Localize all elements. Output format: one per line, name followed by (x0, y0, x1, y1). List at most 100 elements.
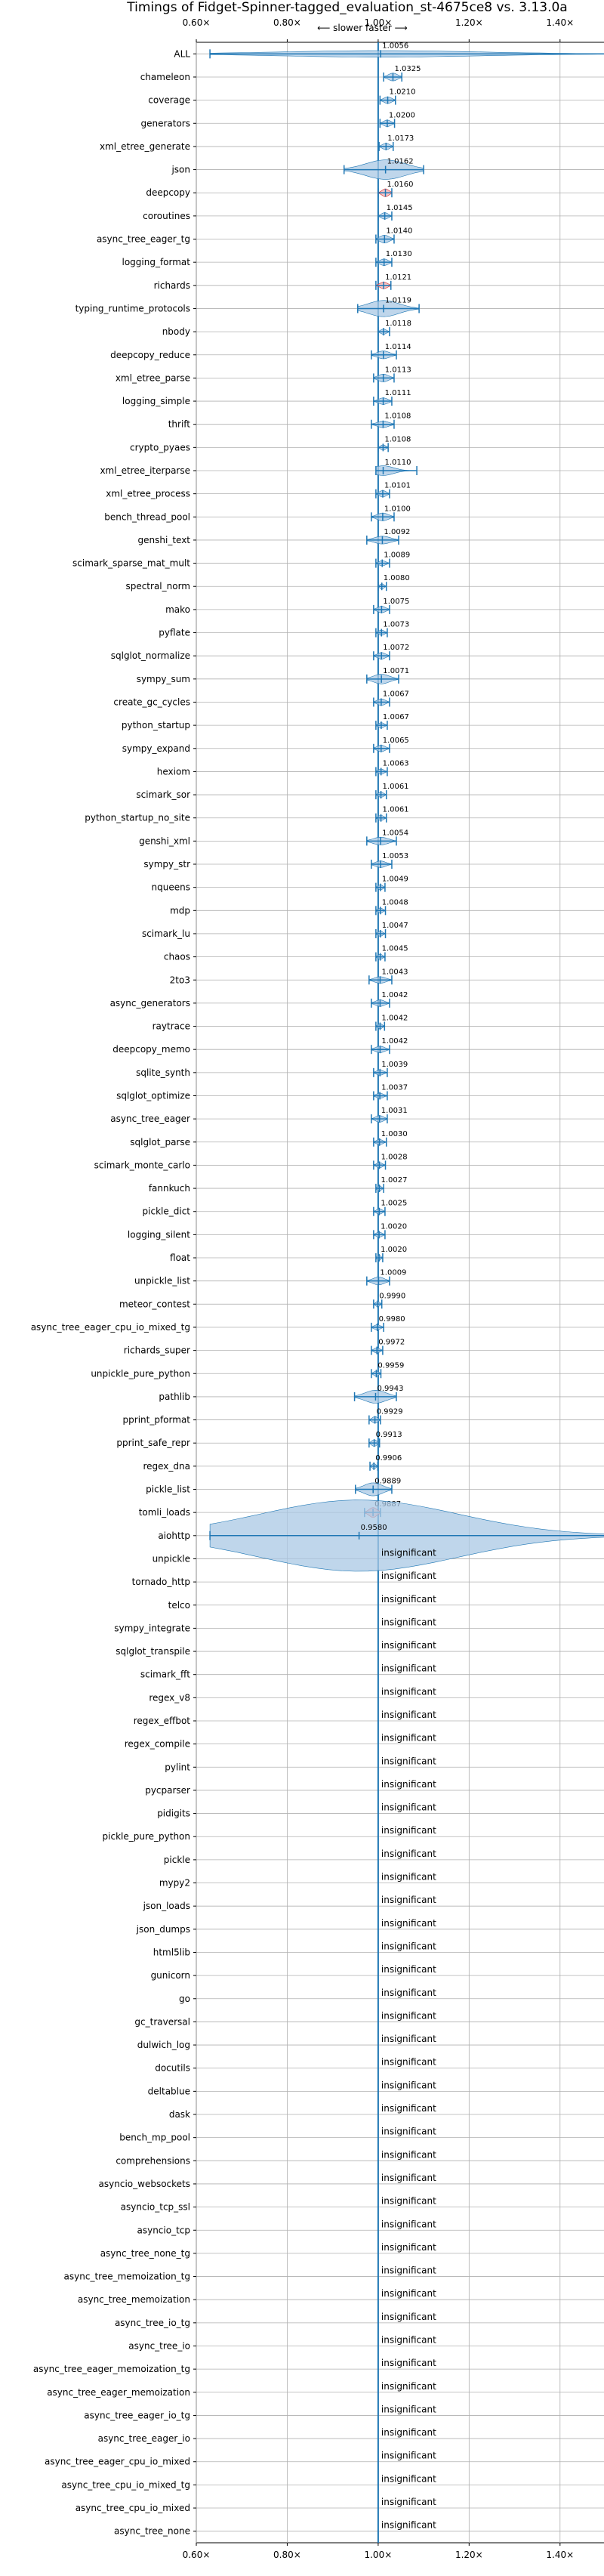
y-tick-label-async_tree_io_tg: async_tree_io_tg (115, 2318, 190, 2328)
y-tick-label-pickle_pure_python: pickle_pure_python (103, 1831, 190, 1842)
y-tick-label-pprint_safe_repr: pprint_safe_repr (116, 1438, 190, 1448)
value-label-aiohttp: 0.9580 (361, 1524, 387, 1532)
y-tick-label-html5lib: html5lib (153, 1947, 190, 1957)
value-label-xml_etree_parse: 1.0113 (385, 366, 411, 374)
insignificant-label-bench_mp_pool: insignificant (381, 2127, 436, 2137)
y-tick-label-logging_simple: logging_simple (122, 396, 190, 406)
y-tick-label-logging_silent: logging_silent (128, 1229, 190, 1240)
value-label-sqlite_synth: 1.0039 (381, 1061, 408, 1069)
y-tick-label-genshi_xml: genshi_xml (139, 836, 190, 846)
y-tick-label-asyncio_websockets: asyncio_websockets (99, 2179, 190, 2189)
y-tick-label-async_tree_eager_memoization: async_tree_eager_memoization (47, 2387, 190, 2398)
insignificant-label-async_tree_memoization_tg: insignificant (381, 2266, 436, 2276)
value-label-sqlglot_normalize: 1.0072 (383, 644, 409, 652)
insignificant-label-async_tree_eager_io: insignificant (381, 2427, 436, 2438)
x-tick-label-bottom: 1.20× (455, 2550, 483, 2560)
value-label-pyflate: 1.0073 (383, 621, 409, 629)
y-tick-label-unpickle: unpickle (153, 1553, 190, 1564)
insignificant-label-gc_traversal: insignificant (381, 2010, 436, 2021)
value-label-typing_runtime_protocols: 1.0119 (385, 296, 411, 304)
y-tick-label-docutils: docutils (155, 2063, 190, 2074)
y-tick-label-bench_thread_pool: bench_thread_pool (104, 511, 190, 522)
insignificant-label-telco: insignificant (381, 1594, 436, 1605)
insignificant-label-async_tree_eager_memoization_tg: insignificant (381, 2358, 436, 2368)
value-label-async_tree_eager: 1.0031 (381, 1107, 408, 1115)
value-label-async_tree_eager_tg: 1.0140 (386, 227, 412, 236)
y-tick-label-thrift: thrift (168, 419, 191, 430)
value-label-deepcopy: 1.0160 (387, 181, 414, 189)
value-label-scimark_sor: 1.0061 (383, 783, 409, 791)
value-label-raytrace: 1.0042 (381, 1015, 408, 1023)
y-tick-label-comprehensions: comprehensions (116, 2155, 190, 2166)
y-tick-label-spectral_norm: spectral_norm (125, 581, 190, 591)
y-tick-label-meteor_contest: meteor_contest (119, 1299, 190, 1309)
insignificant-label-json_loads: insignificant (381, 1895, 436, 1905)
value-label-xml_etree_process: 1.0101 (384, 482, 411, 490)
insignificant-label-async_tree_cpu_io_mixed: insignificant (381, 2497, 436, 2507)
value-label-meteor_contest: 0.9990 (379, 1292, 405, 1300)
x-tick-label-top: 0.60× (183, 17, 211, 28)
y-tick-label-asyncio_tcp_ssl: asyncio_tcp_ssl (121, 2202, 190, 2213)
y-tick-label-richards: richards (154, 280, 190, 291)
y-tick-label-regex_effbot: regex_effbot (134, 1716, 191, 1726)
y-tick-label-deltablue: deltablue (148, 2086, 190, 2096)
y-tick-label-mdp: mdp (170, 905, 190, 916)
y-tick-label-raytrace: raytrace (153, 1021, 190, 1032)
value-label-logging_format: 1.0130 (386, 250, 412, 258)
y-tick-label-sqlglot_optimize: sqlglot_optimize (116, 1090, 190, 1101)
y-tick-label-json_dumps: json_dumps (136, 1924, 190, 1935)
insignificant-label-gunicorn: insignificant (381, 1964, 436, 1975)
y-tick-label-regex_v8: regex_v8 (149, 1692, 190, 1703)
value-label-pathlib: 0.9943 (377, 1385, 403, 1393)
insignificant-label-async_tree_cpu_io_mixed_tg: insignificant (381, 2473, 436, 2484)
y-tick-label-unpickle_pure_python: unpickle_pure_python (91, 1368, 190, 1379)
y-tick-label-async_tree_cpu_io_mixed_tg: async_tree_cpu_io_mixed_tg (61, 2479, 190, 2490)
insignificant-label-async_tree_none: insignificant (381, 2520, 436, 2531)
value-label-sqlglot_optimize: 1.0037 (381, 1083, 408, 1092)
y-tick-label-xml_etree_process: xml_etree_process (106, 489, 190, 499)
y-tick-label-mypy2: mypy2 (159, 1878, 190, 1889)
value-label-xml_etree_generate: 1.0173 (387, 134, 414, 143)
value-label-coroutines: 1.0145 (387, 204, 413, 212)
y-tick-label-async_tree_eager: async_tree_eager (110, 1113, 190, 1124)
value-label-genshi_text: 1.0092 (384, 528, 410, 536)
y-tick-label-pprint_pformat: pprint_pformat (123, 1415, 191, 1425)
value-label-regex_dna: 0.9906 (375, 1454, 402, 1463)
value-label-coverage: 1.0210 (390, 88, 416, 97)
y-tick-label-pickle_dict: pickle_dict (143, 1206, 191, 1217)
y-tick-label-sympy_expand: sympy_expand (122, 743, 190, 754)
y-tick-label-genshi_text: genshi_text (138, 535, 191, 545)
insignificant-label-dulwich_log: insignificant (381, 2034, 436, 2044)
insignificant-label-asyncio_websockets: insignificant (381, 2173, 436, 2183)
value-label-scimark_lu: 1.0047 (382, 922, 408, 930)
y-tick-label-async_tree_io: async_tree_io (128, 2340, 190, 2351)
y-tick-label-xml_etree_generate: xml_etree_generate (100, 141, 190, 152)
insignificant-label-pidigits: insignificant (381, 1802, 436, 1813)
y-tick-label-sympy_sum: sympy_sum (137, 674, 190, 684)
y-tick-label-nqueens: nqueens (152, 882, 190, 893)
insignificant-label-tornado_http: insignificant (381, 1571, 436, 1581)
value-label-float: 1.0020 (381, 1246, 407, 1254)
y-tick-label-regex_compile: regex_compile (125, 1739, 190, 1750)
y-tick-label-gunicorn: gunicorn (151, 1970, 190, 1981)
y-tick-label-telco: telco (168, 1600, 190, 1611)
insignificant-label-async_tree_memoization: insignificant (381, 2288, 436, 2299)
insignificant-label-sympy_integrate: insignificant (381, 1617, 436, 1627)
insignificant-label-asyncio_tcp_ssl: insignificant (381, 2196, 436, 2207)
value-label-bench_thread_pool: 1.0100 (384, 505, 411, 513)
insignificant-label-pycparser: insignificant (381, 1779, 436, 1790)
y-tick-label-logging_format: logging_format (122, 257, 190, 267)
y-tick-label-ALL: ALL (174, 48, 190, 59)
insignificant-label-scimark_fft: insignificant (381, 1663, 436, 1674)
value-label-python_startup_no_site: 1.0061 (383, 806, 409, 814)
y-tick-label-float: float (170, 1252, 190, 1263)
y-tick-label-deepcopy_reduce: deepcopy_reduce (110, 350, 190, 360)
value-label-unpickle_pure_python: 0.9959 (378, 1361, 404, 1370)
insignificant-label-regex_effbot: insignificant (381, 1710, 436, 1720)
x-tick-label-top: 0.80× (273, 17, 301, 28)
y-tick-label-python_startup: python_startup (122, 720, 190, 730)
y-tick-label-sqlite_synth: sqlite_synth (136, 1067, 190, 1078)
y-tick-label-asyncio_tcp: asyncio_tcp (137, 2225, 190, 2235)
value-label-deepcopy_memo: 1.0042 (381, 1037, 408, 1046)
value-label-async_tree_eager_cpu_io_mixed_tg: 0.9980 (379, 1315, 405, 1324)
